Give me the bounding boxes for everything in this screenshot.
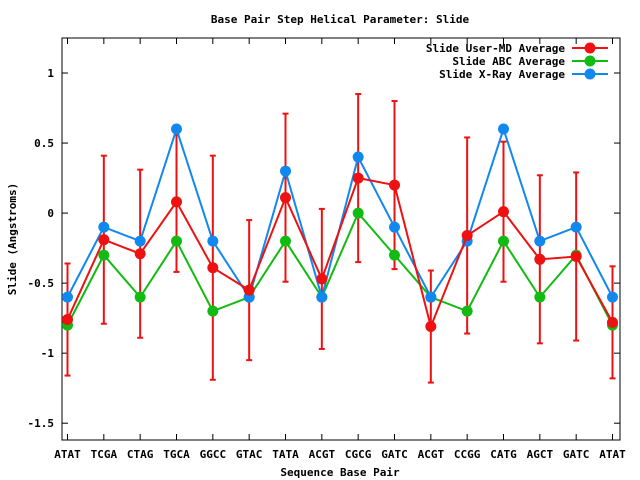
x-tick-label: GATC [563,448,590,461]
x-tick-label: CATG [490,448,517,461]
data-point [389,179,400,191]
data-point [461,305,473,317]
data-point [280,192,291,204]
x-tick-label: CTAG [127,448,154,461]
data-point [207,235,219,247]
data-point [316,273,328,285]
data-point [352,207,364,219]
data-point [171,235,182,247]
legend-marker [584,42,596,54]
x-tick-label: TGCA [163,448,190,461]
data-point [134,248,146,260]
data-point [134,291,146,303]
x-tick-label: GTAC [236,448,263,461]
data-point [607,316,618,328]
data-point [207,305,219,317]
data-point [389,249,400,261]
data-point [534,253,546,265]
x-tick-label: GATC [381,448,408,461]
x-tick-label: ATAT [54,448,81,461]
data-point [461,229,473,241]
legend-marker [584,55,596,67]
data-point [98,234,110,246]
series-line [66,125,614,301]
data-point [352,151,364,163]
data-point [316,291,328,303]
data-point [98,221,110,233]
data-point [570,251,582,263]
y-tick-label: 1 [47,67,54,80]
series-lines [62,123,618,333]
y-axis: -1.5 -1 -0.5 0 0.5 1 [28,67,620,430]
x-tick-label: ATAT [599,448,626,461]
data-point [425,321,437,333]
x-tick-label: ACGT [418,448,445,461]
x-axis: ATAT TCGA CTAG TGCA GGCC GTAC TATA ACGT CGCG GATC… [54,38,626,461]
data-point [171,196,182,208]
x-tick-label: AGCT [527,448,554,461]
data-point [62,314,73,326]
y-tick-label: 0.5 [34,137,54,150]
data-point [62,291,73,303]
x-tick-label: ACGT [309,448,336,461]
error-bars [64,93,616,384]
data-point [98,249,110,261]
data-point [425,291,437,303]
plot-border [61,37,621,441]
data-point [134,235,146,247]
data-point [280,235,291,247]
data-point [171,123,182,135]
data-point [534,235,546,247]
x-tick-label: CCGG [454,448,481,461]
data-point [570,221,582,233]
x-axis-label: Sequence Base Pair [280,466,400,479]
y-tick-label: 0 [47,207,54,220]
series-line [66,176,614,330]
legend-label: Slide User-MD Average [426,42,565,55]
x-tick-label: TCGA [91,448,118,461]
data-point [389,221,400,233]
x-tick-label: TATA [272,448,299,461]
data-point [498,235,509,247]
data-point [498,123,509,135]
y-tick-label: -0.5 [28,277,55,290]
legend-label: Slide ABC Average [452,55,565,68]
series-line [66,211,614,326]
legend-label: Slide X-Ray Average [439,68,565,81]
y-tick-label: -1.5 [28,417,55,430]
y-tick-label: -1 [41,347,55,360]
data-point [607,291,618,303]
plot-frame [61,37,621,441]
data-point [534,291,546,303]
data-point [498,206,509,218]
data-point [280,165,291,177]
y-axis-label: Slide (Angstroms) [6,183,19,296]
legend-marker [584,68,596,80]
data-point [352,172,364,184]
chart-title: Base Pair Step Helical Parameter: Slide [211,13,470,26]
x-tick-label: GGCC [200,448,227,461]
data-point [207,262,219,274]
x-tick-label: CGCG [345,448,372,461]
data-point [243,284,255,296]
